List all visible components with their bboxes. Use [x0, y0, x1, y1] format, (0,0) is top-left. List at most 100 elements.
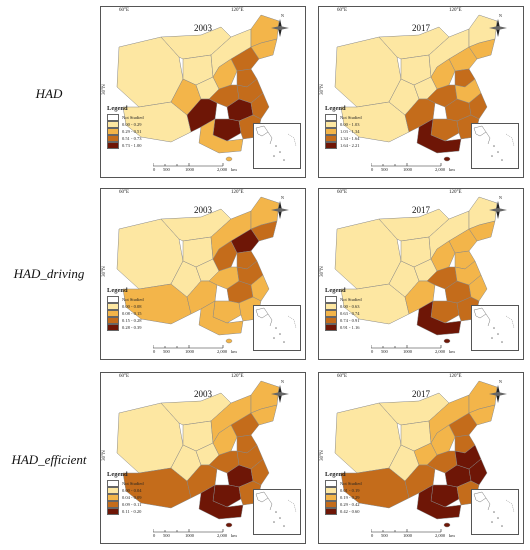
legend-swatch: [325, 494, 337, 501]
legend-class-label: 0.00 - 0.29: [122, 122, 142, 127]
legend-row-class: 0.19 - 0.29: [325, 494, 362, 501]
legend-swatch: [325, 135, 337, 142]
scale-bar-label: 0: [371, 533, 374, 538]
legend-swatch: [107, 480, 119, 487]
map-panel-had-driving-2003: 60°E 120°E 30°N 2003 N Legend Not Studied 0.00 …: [100, 188, 306, 360]
province-region: [186, 280, 218, 315]
row-label-had-efficient: HAD_efficient: [11, 452, 87, 467]
legend-row-class: 0.00 - 0.04: [107, 487, 144, 494]
longitude-label-right: 120°E: [231, 374, 244, 379]
scale-bar-label: km: [449, 533, 455, 538]
legend-swatch: [325, 128, 337, 135]
legend-title: Legend: [325, 471, 346, 478]
legend-swatch: [107, 142, 119, 149]
legend-class-label: Not Studied: [340, 115, 362, 120]
longitude-label-right: 120°E: [449, 190, 462, 195]
map-legend: Legend Not Studied 0.00 - 0.08 0.08 - 0.15 0…: [107, 287, 144, 331]
legend-swatch: [107, 324, 119, 331]
legend-swatch: [325, 296, 337, 303]
longitude-label-left: 60°E: [337, 8, 348, 13]
map-year-title: 2017: [412, 205, 430, 215]
legend-swatch: [107, 135, 119, 142]
map-legend: Legend Not Studied 0.00 - 0.04 0.04 - 0.09 0…: [107, 471, 144, 515]
legend-swatch: [107, 296, 119, 303]
latitude-label: 30°N: [319, 266, 325, 277]
legend-class-label: Not Studied: [122, 297, 144, 302]
province-region: [250, 458, 270, 486]
latitude-label: 30°N: [101, 266, 107, 277]
scale-bar-label: 0: [153, 533, 156, 538]
legend-title: Legend: [107, 287, 128, 294]
longitude-label-left: 60°E: [119, 8, 130, 13]
latitude-label: 30°N: [101, 450, 107, 461]
scale-bar-label: 500: [381, 349, 388, 354]
province-region: [198, 118, 244, 154]
scale-bar-label: 500: [163, 533, 170, 538]
legend-class-label: 0.00 - 0.04: [122, 488, 142, 493]
hainan-island: [225, 156, 233, 162]
scale-bar-label: 1000: [185, 349, 194, 354]
legend-row-class: 0.51 - 0.73: [107, 135, 144, 142]
legend-row-class: 0.28 - 0.39: [107, 324, 144, 331]
scale-bar-label: 500: [381, 533, 388, 538]
legend-class-label: Not Studied: [340, 481, 362, 486]
legend-class-label: Not Studied: [122, 481, 144, 486]
north-label: N: [499, 379, 502, 384]
map-year-title: 2003: [194, 205, 212, 215]
legend-row-class: 0.00 - 0.29: [107, 121, 144, 128]
province-region: [416, 118, 462, 154]
south-china-sea-inset: [253, 305, 301, 351]
legend-class-label: 0.19 - 0.29: [340, 495, 360, 500]
province-region: [198, 300, 244, 336]
legend-class-label: 0.15 - 0.28: [122, 318, 142, 323]
map-year-title: 2017: [412, 23, 430, 33]
legend-row-class: 0.15 - 0.28: [107, 317, 144, 324]
south-china-sea-inset: [253, 123, 301, 169]
province-region: [250, 274, 270, 302]
province-region: [468, 92, 488, 120]
south-china-sea-inset: [471, 123, 519, 169]
province-region: [186, 464, 218, 499]
north-label: N: [499, 195, 502, 200]
scale-bar-label: 0: [371, 349, 374, 354]
row-label-had-driving: HAD_driving: [13, 266, 85, 281]
legend-swatch: [325, 121, 337, 128]
scale-bar-label: 2,000: [217, 349, 228, 354]
north-label: N: [499, 13, 502, 18]
legend-swatch: [325, 142, 337, 149]
legend-class-label: Not Studied: [122, 115, 144, 120]
province-map: [116, 196, 280, 344]
legend-class-label: 0.73 - 1.00: [122, 143, 142, 148]
legend-class-label: 0.51 - 0.73: [122, 136, 142, 141]
map-panel-had-driving-2017: 60°E 120°E 30°N 2017 N Legend Not Studied 0.00 …: [318, 188, 524, 360]
legend-swatch: [325, 480, 337, 487]
scale-bar-label: km: [231, 533, 237, 538]
legend-row-not-studied: Not Studied: [107, 114, 144, 121]
map-year-title: 2003: [194, 389, 212, 399]
province-region: [416, 484, 462, 520]
scale-bar-label: 2,000: [217, 167, 228, 172]
scale-bar-label: 500: [163, 349, 170, 354]
latitude-label: 30°N: [319, 84, 325, 95]
scale-bar-label: km: [231, 167, 237, 172]
province-region: [250, 92, 270, 120]
legend-swatch: [107, 487, 119, 494]
map-legend: Legend Not Studied 0.01 - 0.19 0.19 - 0.29 0…: [325, 471, 362, 515]
legend-swatch: [325, 310, 337, 317]
province-map: [334, 196, 498, 344]
map-legend: Legend Not Studied 0.00 - 0.63 0.63 - 0.74 0…: [325, 287, 362, 331]
north-arrow-icon: N: [487, 379, 509, 405]
scale-bar-label: 2,000: [435, 167, 446, 172]
legend-class-label: 0.08 - 0.15: [122, 311, 142, 316]
north-arrow-icon: N: [269, 379, 291, 405]
scale-bar-label: km: [449, 349, 455, 354]
legend-class-label: 0.42 - 0.60: [340, 509, 360, 514]
legend-class-label: 0.04 - 0.09: [122, 495, 142, 500]
province-region: [186, 98, 218, 133]
province-map: [116, 14, 280, 162]
scale-bar-label: 1000: [403, 167, 412, 172]
legend-class-label: 0.29 - 0.42: [340, 502, 360, 507]
legend-title: Legend: [325, 287, 346, 294]
legend-class-label: 0.01 - 0.19: [340, 488, 360, 493]
province-region: [416, 300, 462, 336]
